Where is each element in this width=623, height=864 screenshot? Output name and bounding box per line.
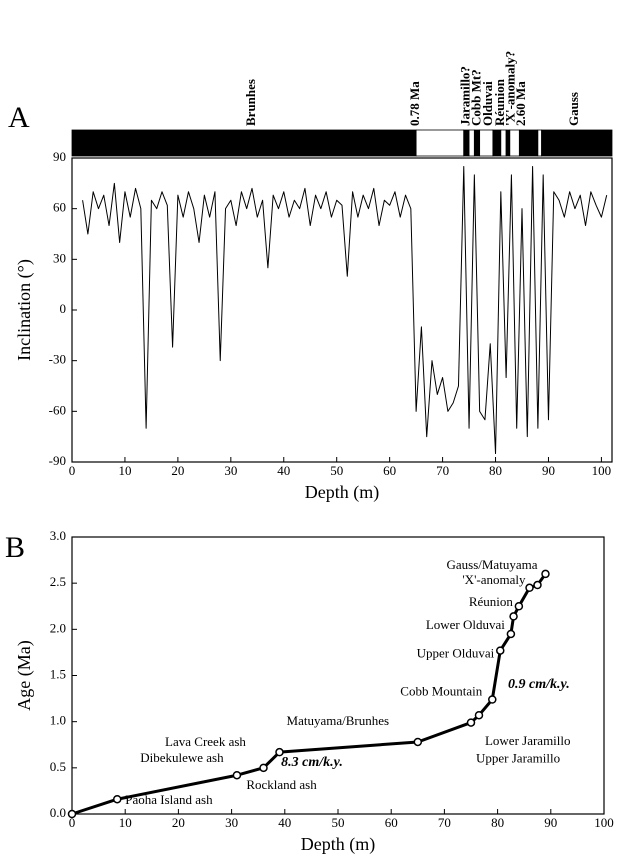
x-tick-label: 60	[383, 463, 396, 478]
y-tick-label: -90	[49, 453, 66, 468]
polarity-label: Jaramillo?	[457, 66, 472, 126]
point-label: Dibekulewe ash	[140, 750, 224, 765]
data-point	[496, 646, 505, 655]
point-label: Lower Jaramillo	[485, 733, 571, 748]
x-tick-label: 60	[385, 815, 398, 830]
polarity-segment	[537, 129, 542, 157]
y-tick-label: 1.0	[50, 713, 66, 728]
polarity-segment	[468, 129, 475, 157]
x-tick-label: 90	[542, 463, 555, 478]
polarity-segment	[473, 129, 481, 157]
y-tick-label: 60	[53, 200, 66, 215]
data-point	[275, 747, 284, 757]
y-axis-label: Inclination (°)	[14, 259, 35, 361]
polarity-segment	[541, 129, 613, 157]
polarity-label: Réunion	[492, 78, 507, 126]
x-tick-label: 90	[544, 815, 557, 830]
polarity-segment	[492, 129, 502, 157]
x-tick-label: 100	[592, 463, 612, 478]
data-line	[82, 165, 608, 455]
polarity-segment	[505, 129, 511, 157]
point-label: Paoha Island ash	[125, 792, 213, 807]
y-axis-label: Age (Ma)	[14, 640, 35, 710]
x-tick-label: 20	[172, 815, 185, 830]
polarity-segment	[415, 129, 465, 157]
y-tick-label: 30	[53, 250, 66, 265]
x-tick-label: 10	[119, 815, 132, 830]
y-tick-label: 0.0	[50, 805, 66, 820]
point-label: Matuyama/Brunhes	[287, 713, 390, 728]
data-point	[232, 770, 242, 780]
data-point	[259, 763, 268, 773]
point-label: Réunion	[469, 594, 514, 609]
x-tick-label: 80	[491, 815, 504, 830]
data-point	[112, 794, 122, 804]
x-tick-label: 0	[69, 815, 76, 830]
data-point	[533, 580, 542, 590]
point-label: Lava Creek ash	[165, 734, 246, 749]
y-tick-label: 2.5	[50, 574, 66, 589]
point-label: Cobb Mountain	[400, 683, 482, 698]
polarity-segment	[71, 129, 417, 157]
x-tick-label: 20	[171, 463, 184, 478]
polarity-segment	[509, 129, 520, 157]
polarity-label: 'X'-anomaly?	[502, 51, 517, 126]
x-tick-label: 40	[278, 815, 291, 830]
data-point	[506, 629, 516, 639]
x-tick-label: 70	[438, 815, 451, 830]
polarity-segment	[518, 129, 539, 157]
polarity-segment	[479, 129, 494, 157]
y-tick-label: 90	[53, 149, 66, 164]
x-tick-label: 0	[69, 463, 76, 478]
point-label: Gauss/Matuyama	[446, 557, 537, 572]
x-axis-label: Depth (m)	[305, 482, 379, 503]
data-line	[71, 573, 547, 816]
x-tick-label: 30	[225, 815, 238, 830]
y-tick-label: 3.0	[50, 528, 66, 543]
x-tick-label: 50	[332, 815, 345, 830]
point-label: Lower Olduvai	[426, 617, 505, 632]
x-axis-label: Depth (m)	[301, 834, 375, 855]
point-label: Rockland ash	[246, 777, 317, 792]
x-tick-label: 100	[594, 815, 614, 830]
data-point	[541, 569, 550, 579]
polarity-label: Gauss	[566, 92, 581, 126]
data-point	[509, 612, 518, 621]
y-tick-label: 1.5	[50, 666, 66, 681]
polarity-label: 0.78 Ma	[407, 81, 422, 126]
polarity-label: Brunhes	[243, 79, 258, 126]
polarity-segment	[500, 129, 507, 157]
x-tick-label: 30	[224, 463, 237, 478]
y-tick-label: -60	[49, 402, 66, 417]
x-tick-label: 50	[330, 463, 343, 478]
polarity-label: 2.60 Ma	[513, 81, 528, 126]
point-label: Upper Jaramillo	[476, 751, 560, 766]
panel-label: B	[5, 531, 25, 564]
rate-annotation: 0.9 cm/k.y.	[508, 677, 570, 692]
data-point	[514, 602, 524, 611]
data-point	[525, 583, 534, 593]
data-point	[67, 809, 77, 819]
y-tick-label: 0.5	[50, 759, 66, 774]
polarity-segment	[463, 129, 470, 157]
y-tick-label: -30	[49, 352, 66, 367]
x-tick-label: 80	[489, 463, 502, 478]
point-label: 'X'-anomaly	[462, 572, 526, 587]
polarity-label: Cobb Mt?	[469, 69, 484, 126]
rate-annotation: 8.3 cm/k.y.	[281, 755, 343, 770]
panel-label: A	[8, 101, 30, 134]
y-tick-label: 2.0	[50, 620, 66, 635]
polarity-label: Olduvai	[480, 81, 495, 126]
x-tick-label: 40	[277, 463, 290, 478]
data-point	[488, 695, 497, 704]
x-tick-label: 10	[118, 463, 131, 478]
x-tick-label: 70	[436, 463, 449, 478]
y-tick-label: 0	[60, 301, 67, 316]
data-point	[413, 737, 423, 747]
data-point	[474, 710, 484, 720]
point-label: Upper Olduvai	[417, 646, 495, 661]
data-point	[466, 718, 476, 727]
